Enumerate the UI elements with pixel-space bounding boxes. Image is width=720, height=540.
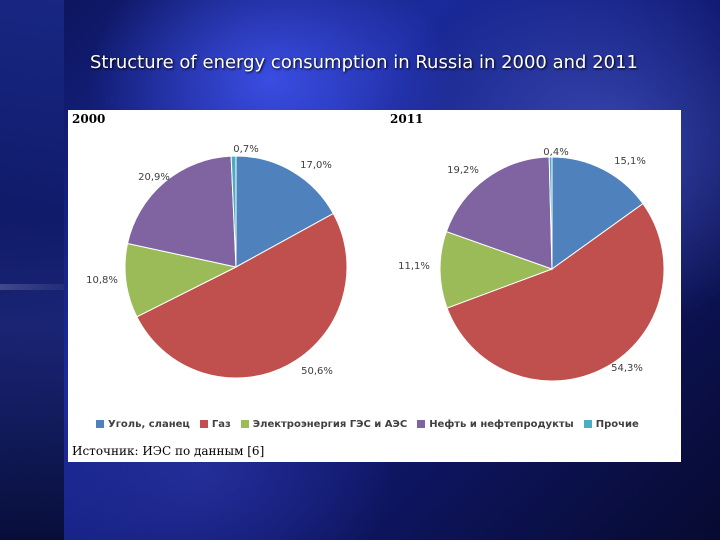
- pie-2011-slice-coal: [551, 156, 644, 270]
- pie-2000-label-gas: 50,6%: [301, 366, 333, 377]
- legend-item-coal: Уголь, сланец: [96, 419, 190, 430]
- pie-2000-slice-gas: [136, 212, 348, 379]
- pie-2000-label-coal: 17,0%: [300, 160, 332, 171]
- pie-2000-slice-oil: [126, 155, 237, 268]
- legend-swatch-gas: [199, 420, 208, 428]
- pie-2011-slice-other: [548, 156, 553, 270]
- chart-legend: Уголь, сланец Газ Электроэнергия ГЭС и А…: [96, 416, 639, 432]
- chart-panel: 2000 2011 17,0% 50,6% 10,8% 20,9% 0,7% 15,1% 5…: [68, 110, 681, 462]
- legend-item-gas: Газ: [199, 418, 231, 430]
- pie-2000-slice-coal: [235, 155, 334, 268]
- pie-2000-label-electricity: 10,8%: [86, 275, 118, 286]
- legend-label-gas: Газ: [211, 418, 231, 430]
- pie-2000-label-other: 0,7%: [233, 144, 258, 155]
- source-note: Источник: ИЭС по данным [6]: [72, 444, 265, 458]
- pie-2011-label-oil: 19,2%: [447, 165, 479, 176]
- chart-2000-title: 2000: [72, 112, 106, 126]
- legend-label-other: Прочие: [595, 418, 639, 430]
- legend-swatch-other: [583, 420, 592, 428]
- pie-2011-slice-oil: [445, 156, 553, 270]
- pie-2011-label-coal: 15,1%: [614, 156, 646, 167]
- pie-2011-label-other: 0,4%: [543, 147, 568, 158]
- pie-2011-label-electricity: 11,1%: [398, 261, 430, 272]
- pie-2011-slice-electricity: [439, 230, 554, 309]
- slide-band-line: [0, 284, 64, 290]
- pie-2000-label-oil: 20,9%: [138, 172, 170, 183]
- legend-swatch-oil: [417, 420, 426, 428]
- legend-item-electricity: Электроэнергия ГЭС и АЭС: [240, 418, 408, 430]
- slide-left-band: [0, 0, 64, 540]
- pie-2000-slice-electricity: [124, 242, 238, 318]
- legend-item-oil: Нефть и нефтепродукты: [417, 419, 574, 430]
- chart-2011-title: 2011: [390, 112, 424, 126]
- pie-2011-label-gas: 54,3%: [611, 363, 643, 374]
- legend-label-coal: Уголь, сланец: [108, 418, 190, 430]
- legend-label-oil: Нефть и нефтепродукты: [429, 418, 574, 430]
- legend-swatch-electricity: [240, 420, 249, 428]
- legend-swatch-coal: [96, 420, 104, 428]
- pie-charts-svg: 17,0% 50,6% 10,8% 20,9% 0,7% 15,1% 54,3% 11,1% 1…: [86, 144, 665, 382]
- pie-2000-slice-other: [230, 155, 237, 268]
- pie-2011-slice-gas: [446, 202, 665, 382]
- legend-item-other: Прочие: [583, 418, 639, 430]
- legend-label-electricity: Электроэнергия ГЭС и АЭС: [252, 418, 408, 430]
- slide-title: Structure of energy consumption in Russi…: [89, 52, 639, 73]
